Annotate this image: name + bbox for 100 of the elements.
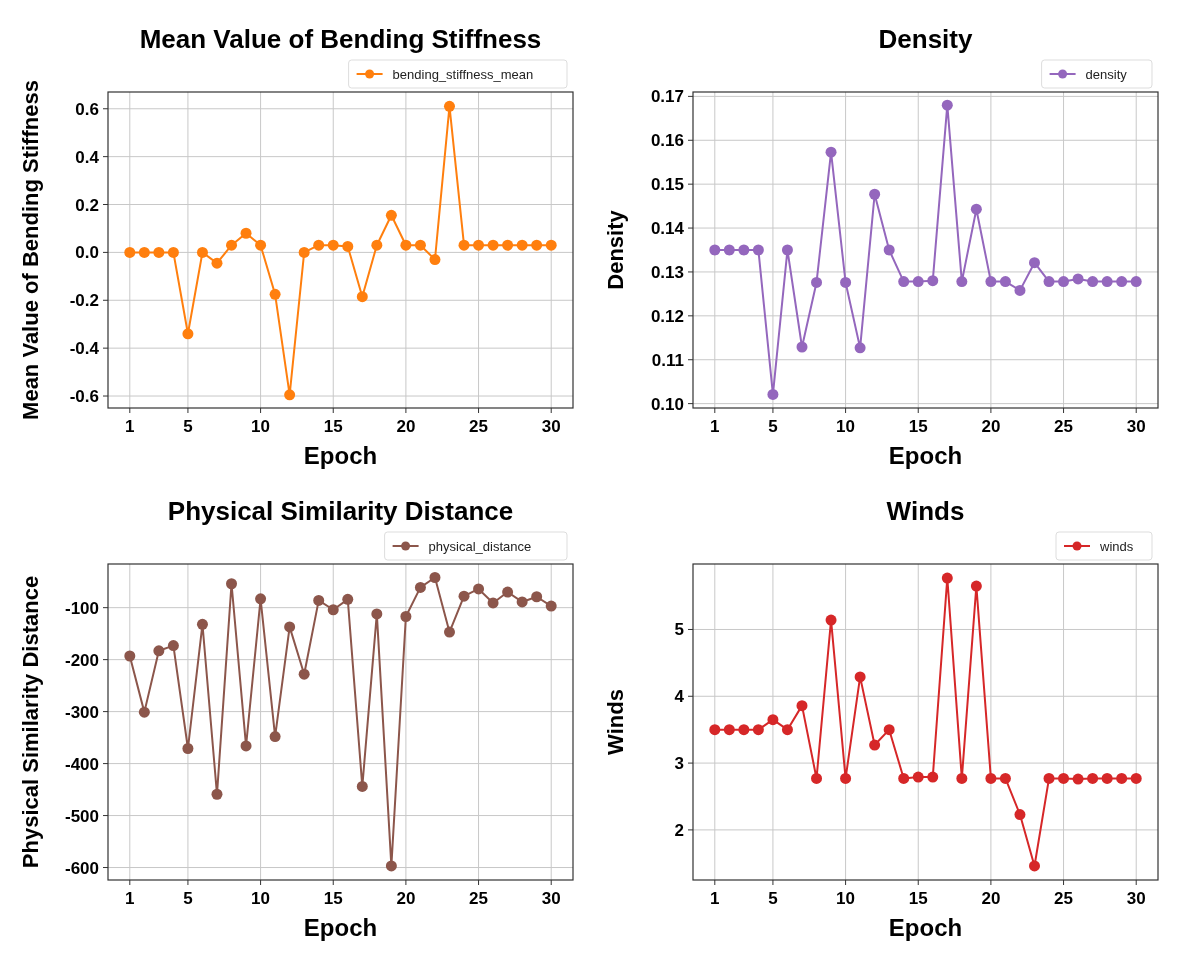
y-tick-label: 0.16 [650,131,684,151]
x-tick-label: 20 [396,889,416,908]
y-tick-label: 0.17 [650,87,684,107]
point [385,209,397,221]
y-tick-label: 0.2 [75,195,99,215]
x-axis-title: Epoch [303,914,378,941]
point [313,239,325,251]
y-tick-label: 0.10 [650,394,684,414]
y-axis-title: Density [603,209,628,290]
x-tick-label: 20 [981,889,1001,908]
point [1014,809,1026,821]
y-axis-title: Physical Similarity Distance [18,575,43,869]
point [429,572,441,584]
point [516,596,528,608]
x-tick-label: 10 [251,889,271,908]
point [284,621,296,633]
point [723,244,735,256]
point [781,244,793,256]
point [182,743,194,755]
chart-title: Physical Similarity Distance [167,496,514,526]
point [124,246,136,258]
x-tick-label: 5 [768,417,778,436]
x-tick-label: 30 [541,889,561,908]
point [473,583,485,595]
y-tick-label: -0.2 [69,291,99,311]
point [738,244,750,256]
point [883,244,895,256]
point [941,99,953,111]
x-tick-label: 10 [836,889,856,908]
x-tick-label: 1 [125,889,135,908]
y-axis-title: Mean Value of Bending Stiffness [18,80,43,420]
point [723,724,735,736]
point [429,254,441,266]
point [545,239,557,251]
point [487,597,499,609]
point [240,740,252,752]
point [371,608,383,620]
y-tick-label: 3 [674,754,684,774]
point [781,724,793,736]
x-tick-label: 15 [323,889,343,908]
y-tick-label: -300 [64,702,99,722]
point [196,246,208,258]
x-tick-label: 5 [183,889,193,908]
point [356,780,368,792]
chart-title: Winds [886,496,965,526]
point [255,239,267,251]
x-tick-label: 15 [908,417,928,436]
point [342,240,354,252]
point [709,244,721,256]
point [912,276,924,288]
point [502,239,514,251]
point [1072,773,1084,785]
x-tick-label: 20 [981,417,1001,436]
point [400,239,412,251]
x-tick-label: 25 [1054,417,1074,436]
point [298,246,310,258]
point [796,700,808,712]
point [999,772,1011,784]
point [767,714,779,726]
point [371,239,383,251]
point [545,600,557,612]
point [883,724,895,736]
y-tick-label: -0.4 [69,339,100,359]
y-tick-label: 0.13 [650,262,684,282]
y-tick-label: -200 [64,650,99,670]
point [927,771,939,783]
x-tick-label: 5 [768,889,778,908]
point [385,860,397,872]
point [226,239,238,251]
point [1101,772,1113,784]
point [1043,772,1055,784]
point [1058,276,1070,288]
x-tick-label: 1 [710,889,720,908]
x-tick-label: 25 [469,889,489,908]
x-tick-label: 25 [469,417,489,436]
point [342,593,354,605]
point [840,276,852,288]
y-tick-label: 0.15 [650,175,684,195]
x-tick-label: 30 [1126,417,1146,436]
y-tick-label: -100 [64,598,99,618]
point [124,650,136,662]
point [1130,772,1142,784]
point [138,246,150,258]
point [1087,276,1099,288]
point [709,724,721,736]
y-tick-label: -0.6 [69,387,99,407]
y-tick-label: 4 [674,687,685,707]
point [400,610,412,622]
point [531,591,543,603]
point [313,594,325,606]
point [767,388,779,400]
point [825,614,837,626]
y-tick-label: -500 [64,806,99,826]
x-tick-label: 1 [710,417,720,436]
y-tick-label: 0.6 [75,99,99,119]
point [443,100,455,112]
y-tick-label: 0.4 [75,147,100,167]
y-tick-label: -600 [64,858,99,878]
point [738,724,750,736]
x-tick-label: 15 [323,417,343,436]
